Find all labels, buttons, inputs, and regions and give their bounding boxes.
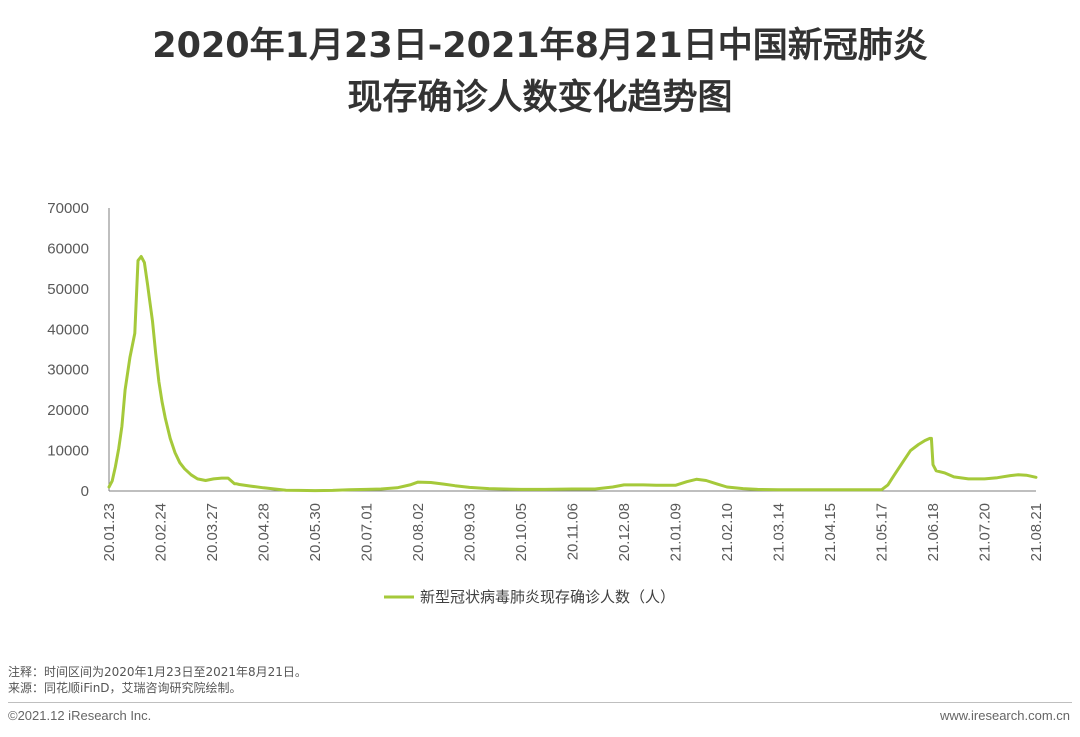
legend-label: 新型冠状病毒肺炎现存确诊人数（人）: [420, 588, 675, 606]
chart-title-line-2: 现存确诊人数变化趋势图: [347, 78, 733, 118]
y-tick-label: 60000: [47, 240, 89, 257]
y-tick-label: 70000: [47, 200, 89, 217]
x-tick-label: 20.12.08: [616, 503, 633, 561]
x-tick-label: 20.02.24: [153, 503, 170, 561]
x-axis: 20.01.23 20.02.24 20.03.27 20.04.28 20.05.30…: [101, 490, 1045, 561]
x-tick-label: 21.06.18: [925, 503, 942, 561]
copyright-text: ©2021.12 iResearch Inc.: [8, 708, 152, 723]
x-tick-label: 20.03.27: [204, 503, 221, 561]
x-tick-label: 21.05.17: [874, 503, 891, 561]
x-tick-label: 21.01.09: [668, 503, 685, 561]
x-tick-label: 20.08.02: [410, 503, 427, 561]
x-tick-label: 20.01.23: [101, 503, 118, 561]
series-line: [107, 255, 1038, 493]
x-tick-label: 21.04.15: [822, 503, 839, 561]
y-tick-label: 50000: [47, 281, 89, 298]
legend: 新型冠状病毒肺炎现存确诊人数（人）: [384, 588, 675, 606]
y-tick-label: 0: [81, 483, 89, 500]
chart-title-line-1: 2020年1月23日-2021年8月21日中国新冠肺炎: [152, 26, 928, 66]
x-tick-label: 21.02.10: [719, 503, 736, 561]
line-chart: 0 10000 20000 30000 40000 50000 60000 70000 20.…: [47, 200, 1045, 606]
x-tick-label: 20.10.05: [513, 503, 530, 561]
y-tick-label: 40000: [47, 321, 89, 338]
y-tick-label: 20000: [47, 402, 89, 419]
x-tick-label: 20.04.28: [256, 503, 273, 561]
source-text: 来源：同花顺iFinD，艾瑞咨询研究院绘制。: [8, 681, 242, 695]
x-tick-label: 20.11.06: [565, 503, 582, 560]
y-tick-label: 30000: [47, 362, 89, 379]
x-tick-label: 20.09.03: [462, 503, 479, 561]
y-axis: 0 10000 20000 30000 40000 50000 60000 70000: [47, 200, 110, 500]
x-tick-label: 21.08.21: [1028, 503, 1045, 561]
x-tick-label: 21.07.20: [977, 503, 994, 561]
x-tick-label: 20.07.01: [359, 503, 376, 561]
y-tick-label: 10000: [47, 443, 89, 460]
chart-notes: 注释：时间区间为2020年1月23日至2021年8月21日。 来源：同花顺iFi…: [8, 664, 307, 696]
note-text: 注释：时间区间为2020年1月23日至2021年8月21日。: [8, 665, 307, 679]
x-tick-label: 21.03.14: [771, 503, 788, 561]
series-lines: [107, 255, 1038, 493]
website-url: www.iresearch.com.cn: [939, 708, 1070, 723]
footer-divider: [8, 702, 1072, 703]
x-tick-label: 20.05.30: [307, 503, 324, 561]
